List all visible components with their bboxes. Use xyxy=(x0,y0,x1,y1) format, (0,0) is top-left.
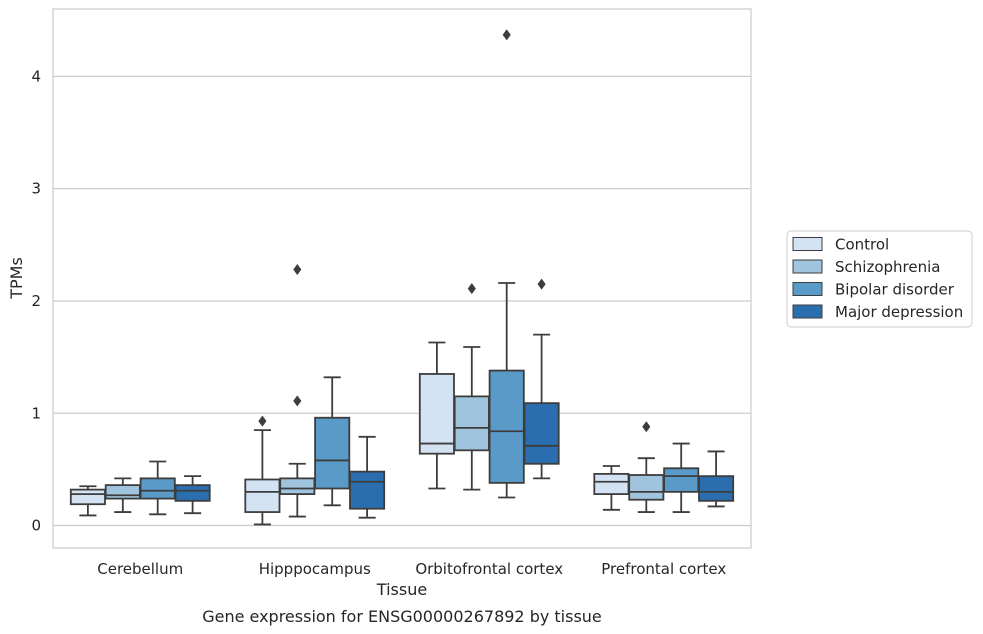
box-body xyxy=(523,402,560,465)
box-body xyxy=(139,477,176,500)
x-tick-label-3: Prefrontal cortex xyxy=(601,560,726,578)
box-2-3 xyxy=(523,278,560,480)
box-0-3 xyxy=(174,475,211,515)
box-body xyxy=(104,484,141,500)
box-body xyxy=(488,369,525,484)
box-1-1 xyxy=(279,263,316,518)
legend-swatch-3 xyxy=(792,304,823,319)
legend-swatch-1 xyxy=(792,259,823,274)
legend-swatch-2 xyxy=(792,282,823,296)
box-2-1 xyxy=(453,282,490,491)
legend-label-3: Major depression xyxy=(835,303,963,321)
box-body xyxy=(593,472,630,496)
chart-caption: Gene expression for ENSG00000267892 by t… xyxy=(202,607,602,626)
box-1-3 xyxy=(349,435,386,519)
y-tick-label-1: 1 xyxy=(31,404,41,422)
box-body xyxy=(174,484,211,502)
box-3-2 xyxy=(663,442,700,513)
box-body xyxy=(349,470,386,510)
outlier-point xyxy=(537,278,546,290)
box-body xyxy=(663,467,700,493)
box-0-1 xyxy=(104,477,141,513)
plot-frame xyxy=(52,8,752,549)
y-tick-label-2: 2 xyxy=(31,292,41,310)
outlier-point xyxy=(293,263,302,276)
outlier-point xyxy=(642,421,651,433)
legend-label-1: Schizophrenia xyxy=(835,258,940,276)
box-body xyxy=(418,373,455,455)
legend-swatch-0 xyxy=(792,237,823,251)
x-tick-label-1: Hipppocampus xyxy=(259,560,371,578)
legend-label-0: Control xyxy=(835,236,889,254)
box-body xyxy=(314,416,351,490)
x-axis-title: Tissue xyxy=(376,580,427,599)
legend-frame xyxy=(786,230,973,328)
box-3-0 xyxy=(593,465,630,511)
gridlines xyxy=(53,75,751,527)
box-0-0 xyxy=(69,485,106,517)
y-axis-title: TPMs xyxy=(7,257,26,300)
x-tick-label-0: Cerebellum xyxy=(97,560,183,578)
box-1-0 xyxy=(244,415,281,526)
outlier-point xyxy=(293,395,302,407)
box-2-2 xyxy=(488,29,525,499)
boxes xyxy=(69,29,735,526)
y-tick-labels: 0 1 2 3 4 xyxy=(31,67,41,534)
outlier-point xyxy=(467,282,476,295)
y-tick-label-3: 3 xyxy=(31,180,41,198)
x-tick-label-2: Orbitofrontal cortex xyxy=(415,560,563,578)
box-3-3 xyxy=(698,450,735,508)
outlier-point xyxy=(258,415,267,427)
box-body xyxy=(69,488,106,506)
box-body xyxy=(244,478,281,513)
box-0-2 xyxy=(139,460,176,516)
y-tick-label-4: 4 xyxy=(31,67,41,85)
legend-label-2: Bipolar disorder xyxy=(835,281,955,299)
x-tick-labels: Cerebellum Hipppocampus Orbitofrontal cort… xyxy=(97,560,726,578)
outlier-point xyxy=(502,29,511,41)
box-body xyxy=(628,474,665,501)
legend: Control Schizophrenia Bipolar disorder Majo… xyxy=(786,230,973,328)
box-body xyxy=(698,475,735,502)
box-2-0 xyxy=(418,341,455,490)
box-3-1 xyxy=(628,421,665,513)
box-body xyxy=(279,477,316,496)
box-body xyxy=(453,395,490,452)
y-tick-label-0: 0 xyxy=(31,517,41,535)
box-1-2 xyxy=(314,376,351,507)
